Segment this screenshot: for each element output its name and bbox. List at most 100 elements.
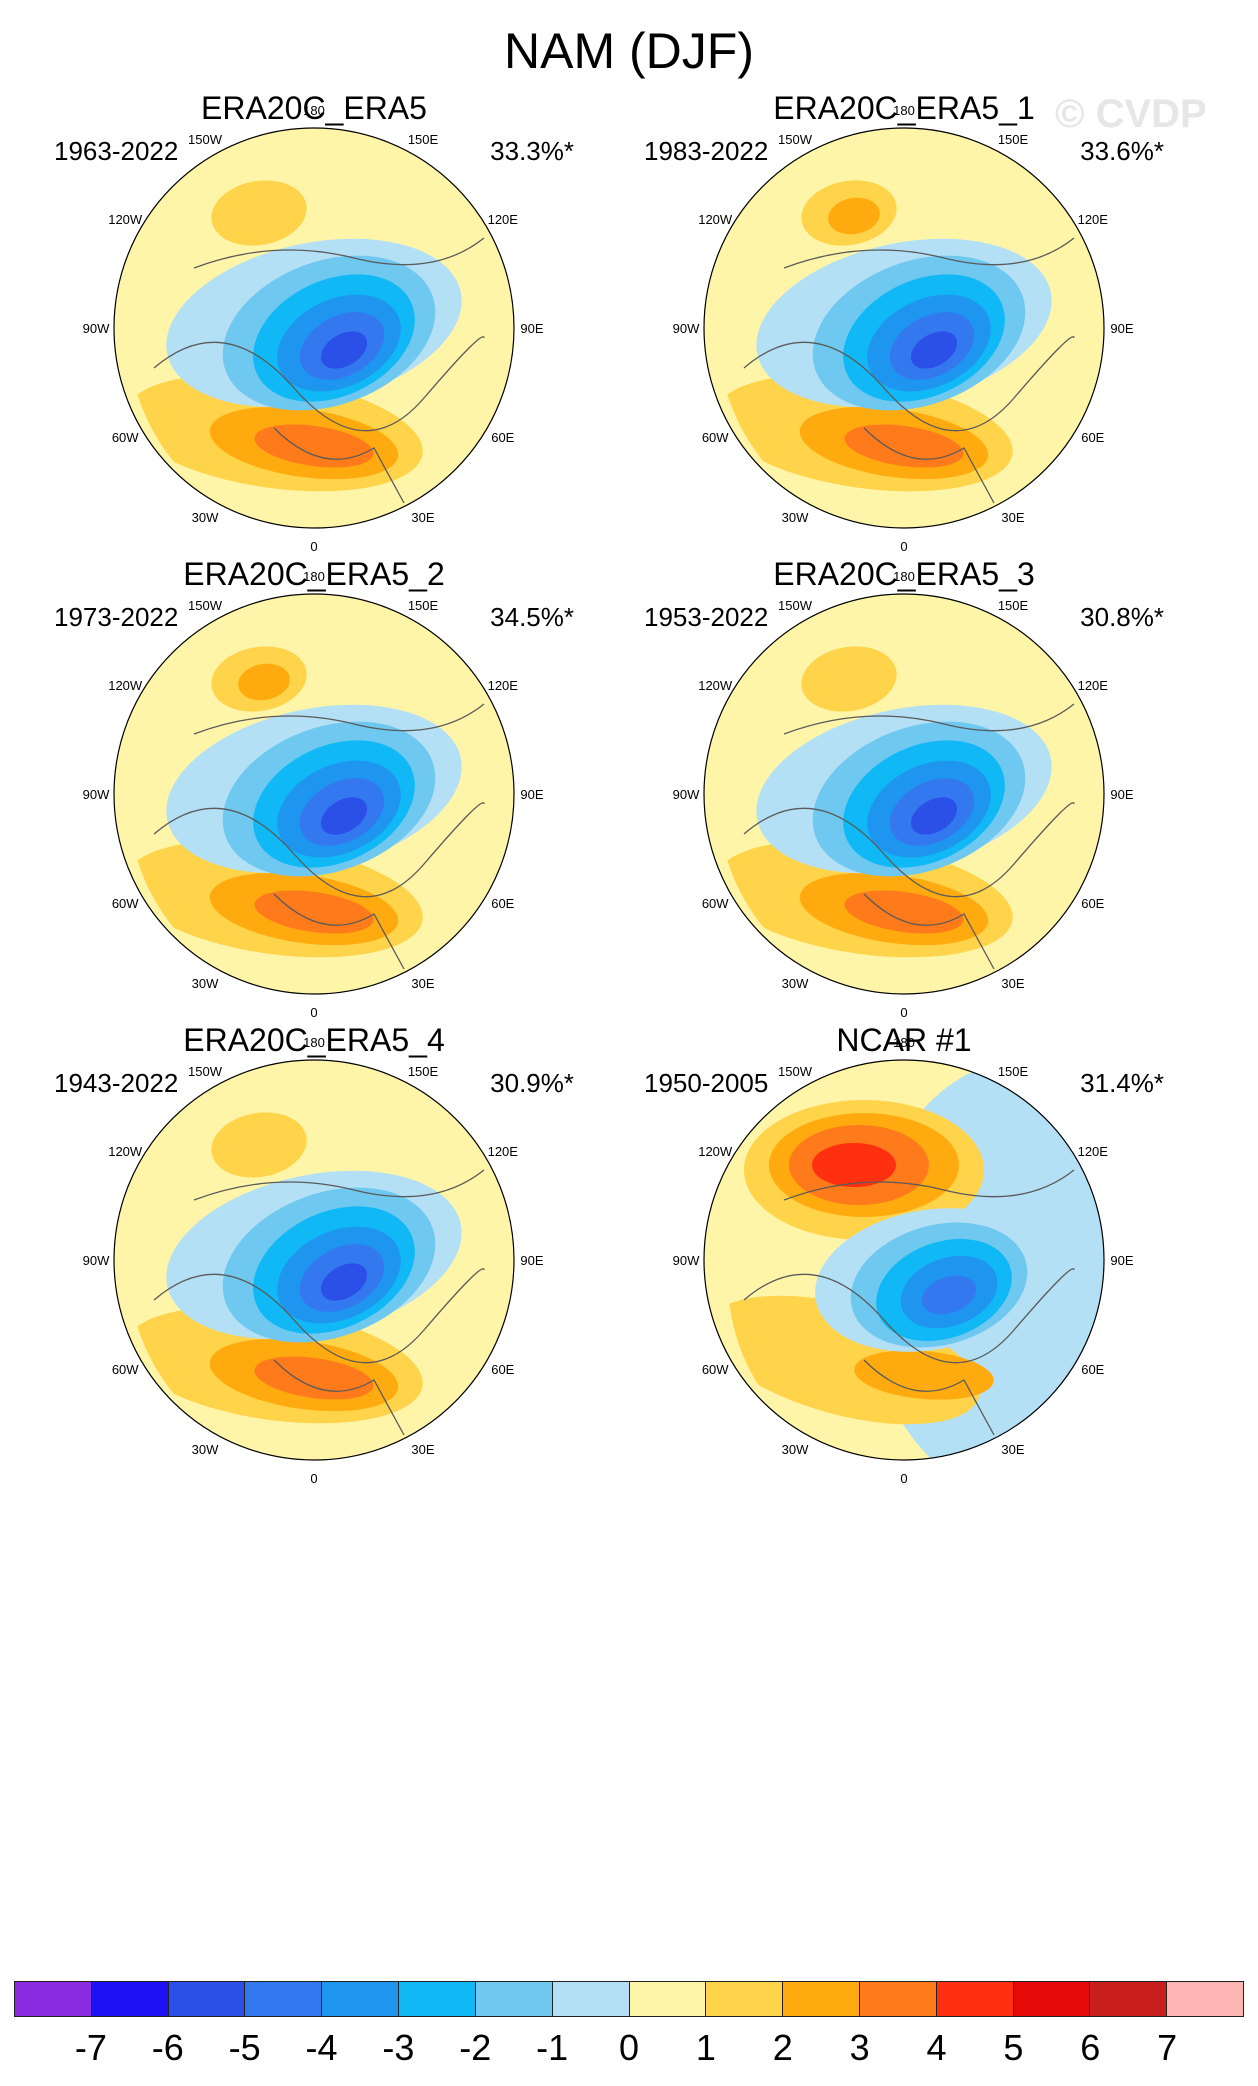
colorbar-cell bbox=[168, 1982, 246, 2016]
panel-variance-percent: 30.8%* bbox=[1080, 602, 1164, 632]
map-outline bbox=[113, 1059, 515, 1461]
pacific-positive-anomaly bbox=[801, 646, 897, 712]
colorbar-cell bbox=[936, 1982, 1014, 2016]
map-panel-1: ERA20C_ERA5 1963-2022 33.3%* 180 150E 120E… bbox=[34, 90, 594, 690]
polar-map: 180 150E 120E 90E 60E 30E 0 30W 60W 90W 120W 150W bbox=[83, 103, 544, 554]
colorbar-tick-label: 7 bbox=[1157, 2027, 1178, 2068]
panel-title: ERA20C_ERA5_3 bbox=[773, 556, 1035, 592]
arctic-negative-core bbox=[320, 797, 368, 835]
lon-label-30e: 30E bbox=[1001, 976, 1024, 991]
lon-label-150w: 150W bbox=[188, 132, 223, 147]
lon-label-120e: 120E bbox=[488, 212, 519, 227]
lon-label-0: 0 bbox=[900, 539, 907, 554]
lon-label-90w: 90W bbox=[673, 321, 700, 336]
lon-label-0: 0 bbox=[310, 1005, 317, 1020]
lon-label-180: 180 bbox=[303, 569, 325, 584]
lon-label-30w: 30W bbox=[192, 976, 219, 991]
lon-label-150e: 150E bbox=[998, 132, 1029, 147]
lon-label-60w: 60W bbox=[112, 896, 139, 911]
colorbar-tick-label: 4 bbox=[926, 2027, 947, 2068]
lon-label-30e: 30E bbox=[411, 976, 434, 991]
coastline bbox=[193, 237, 485, 269]
panel-years: 1943-2022 bbox=[54, 1068, 179, 1098]
arctic-negative-core bbox=[320, 331, 368, 369]
colorbar-cell bbox=[399, 1982, 476, 2016]
lon-label-30w: 30W bbox=[192, 1442, 219, 1457]
lon-label-0: 0 bbox=[310, 1471, 317, 1486]
colorbar-tick-label: -1 bbox=[536, 2027, 569, 2068]
lon-label-120e: 120E bbox=[1078, 1144, 1109, 1159]
colorbar-tick-label: -6 bbox=[151, 2027, 184, 2068]
colorbar-tick-label: 5 bbox=[1003, 2027, 1024, 2068]
lon-label-180: 180 bbox=[893, 569, 915, 584]
lon-label-120w: 120W bbox=[698, 678, 733, 693]
lon-label-30e: 30E bbox=[411, 1442, 434, 1457]
lon-label-120w: 120W bbox=[108, 1144, 143, 1159]
colorbar-cell bbox=[552, 1982, 630, 2016]
lon-label-30e: 30E bbox=[1001, 510, 1024, 525]
lon-label-90e: 90E bbox=[520, 1253, 543, 1268]
lon-label-150w: 150W bbox=[778, 1064, 813, 1079]
map-panel-3: ERA20C_ERA5_2 1973-2022 34.5%* 180 150E 12… bbox=[34, 556, 594, 1156]
lon-label-120w: 120W bbox=[698, 1144, 733, 1159]
figure-title: NAM (DJF) bbox=[504, 23, 754, 79]
colorbar-cell bbox=[783, 1982, 860, 2016]
panel-variance-percent: 33.6%* bbox=[1080, 136, 1164, 166]
lon-label-60e: 60E bbox=[491, 1362, 514, 1377]
polar-map: 180 150E 120E 90E 60E 30E 0 30W 60W 90W 120W 150W bbox=[673, 1035, 1134, 1486]
colorbar-tick-label: -3 bbox=[382, 2027, 415, 2068]
polar-map: 180 150E 120E 90E 60E 30E 0 30W 60W 90W 120W 150W bbox=[83, 569, 544, 1020]
colorbar-tick-label: 0 bbox=[618, 2027, 640, 2068]
lon-label-150e: 150E bbox=[408, 132, 439, 147]
map-outline bbox=[703, 127, 1105, 529]
coastline bbox=[153, 802, 485, 898]
lon-label-150e: 150E bbox=[408, 598, 439, 613]
lon-label-120e: 120E bbox=[488, 1144, 519, 1159]
lon-label-90w: 90W bbox=[83, 1253, 110, 1268]
arctic-negative-core bbox=[921, 1275, 977, 1315]
polar-map: 180 150E 120E 90E 60E 30E 0 30W 60W 90W 120W 150W bbox=[673, 103, 1134, 554]
panel-title: ERA20C_ERA5_2 bbox=[183, 556, 445, 592]
panel-title: ERA20C_ERA5 bbox=[201, 90, 427, 126]
panel-years: 1973-2022 bbox=[54, 602, 179, 632]
polar-map: 180 150E 120E 90E 60E 30E 0 30W 60W 90W 120W 150W bbox=[83, 1035, 544, 1486]
pacific-positive-core bbox=[828, 197, 880, 235]
panel-title: NCAR #1 bbox=[836, 1022, 972, 1058]
lon-label-120e: 120E bbox=[488, 678, 519, 693]
lon-label-180: 180 bbox=[893, 103, 915, 118]
atlantic-positive-core bbox=[844, 424, 964, 468]
lon-label-90e: 90E bbox=[520, 321, 543, 336]
arctic-negative-core bbox=[910, 797, 958, 835]
colorbar-cell bbox=[706, 1982, 784, 2016]
lon-label-120e: 120E bbox=[1078, 678, 1109, 693]
atlantic-positive-core bbox=[254, 424, 374, 468]
lon-label-60w: 60W bbox=[112, 430, 139, 445]
map-outline bbox=[703, 1059, 1105, 1461]
lon-label-120w: 120W bbox=[108, 678, 143, 693]
coastline bbox=[783, 237, 1075, 269]
panel-variance-percent: 34.5%* bbox=[490, 602, 574, 632]
pacific-positive-core bbox=[238, 663, 290, 701]
watermark: © CVDP bbox=[1055, 92, 1207, 136]
lon-label-150w: 150W bbox=[778, 132, 813, 147]
lon-label-30w: 30W bbox=[782, 510, 809, 525]
colorbar-cell bbox=[859, 1982, 937, 2016]
colorbar-cell bbox=[475, 1982, 553, 2016]
lon-label-30w: 30W bbox=[782, 1442, 809, 1457]
colorbar-tick-label: -7 bbox=[74, 2027, 107, 2068]
coastline bbox=[783, 1169, 1075, 1201]
map-panel-5: ERA20C_ERA5_4 1943-2022 30.9%* 180 150E 12… bbox=[34, 1022, 594, 1622]
panel-years: 1983-2022 bbox=[644, 136, 769, 166]
lon-label-150w: 150W bbox=[188, 1064, 223, 1079]
coastline bbox=[743, 1268, 1075, 1364]
panel-title: ERA20C_ERA5_1 bbox=[773, 90, 1035, 126]
lon-label-0: 0 bbox=[900, 1005, 907, 1020]
colorbar-cell bbox=[1013, 1982, 1091, 2016]
coastline bbox=[273, 1359, 405, 1436]
map-outline bbox=[703, 593, 1105, 995]
lon-label-60e: 60E bbox=[1081, 1362, 1104, 1377]
colorbar-tick-label: -5 bbox=[228, 2027, 261, 2068]
lon-label-60e: 60E bbox=[1081, 896, 1104, 911]
pacific-positive-anomaly bbox=[211, 1112, 307, 1178]
coastline bbox=[193, 703, 485, 735]
